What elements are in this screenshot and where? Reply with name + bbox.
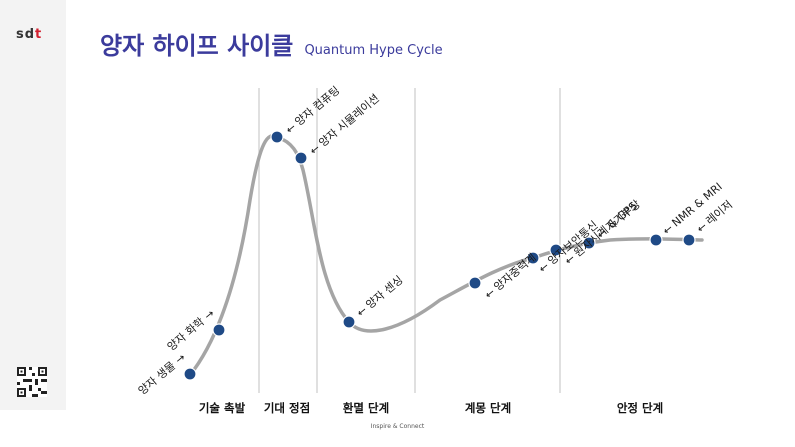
tech-label: ←양자 센싱: [354, 273, 405, 319]
marker-quantum-gravimeter: [468, 276, 482, 290]
marker-quantum-simulation: [294, 151, 308, 165]
technology-markers: [183, 130, 696, 381]
marker-quantum-computing: [270, 130, 284, 144]
arrow-right-icon: →: [202, 307, 217, 323]
marker-nmr-mri: [649, 233, 663, 247]
qr-code-icon: [17, 367, 47, 397]
tech-label: ←양자중력계: [482, 251, 538, 301]
company-logo: sdt: [16, 27, 43, 42]
marker-laser: [682, 233, 696, 247]
marker-atomic-clock-gps: [549, 243, 563, 257]
marker-quantum-chemistry: [212, 323, 226, 337]
marker-quantum-secure-comm: [526, 251, 540, 265]
hype-curve: [188, 134, 704, 377]
marker-maglev: [582, 236, 596, 250]
footer-tagline: Inspire & Connect: [370, 423, 425, 430]
phase-label-trough: 환멸 단계: [343, 401, 389, 415]
phase-label-plateau: 안정 단계: [617, 401, 663, 415]
phase-dividers: [258, 88, 561, 393]
title-english: Quantum Hype Cycle: [304, 43, 443, 58]
tech-label: 양자 생물: [136, 359, 178, 397]
phase-label-slope: 계몽 단계: [465, 401, 511, 415]
phase-label-peak: 기대 정점: [264, 401, 310, 415]
page-title: 양자 하이프 사이클 Quantum Hype Cycle: [100, 26, 443, 61]
marker-quantum-sensing: [342, 315, 356, 329]
tech-label: 양자 화학: [165, 315, 207, 353]
tech-label: ←자기부상: [594, 198, 643, 242]
arrow-right-icon: →: [173, 351, 188, 367]
phase-labels: 기술 촉발 기대 정점 환멸 단계 계몽 단계 안정 단계: [199, 401, 663, 415]
phase-label-trigger: 기술 촉발: [199, 401, 246, 415]
title-korean: 양자 하이프 사이클: [100, 32, 294, 60]
marker-quantum-biology: [183, 367, 197, 381]
tech-label-group: 양자 생물 →: [136, 351, 188, 398]
left-sidebar-band: [0, 0, 66, 410]
